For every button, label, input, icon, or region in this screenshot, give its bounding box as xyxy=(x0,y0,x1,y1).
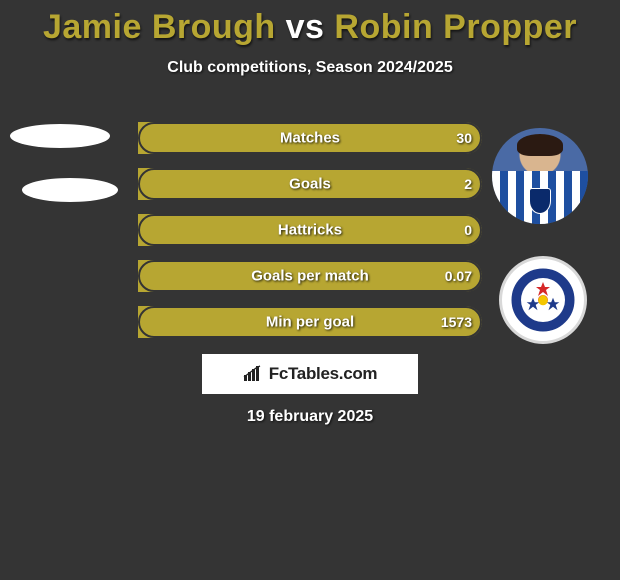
stat-row: Min per goal1573 xyxy=(138,306,482,338)
date-text: 19 february 2025 xyxy=(0,408,620,426)
stat-row: Matches30 xyxy=(138,122,482,154)
player2-name: Robin Propper xyxy=(334,8,577,46)
stat-bar-right xyxy=(138,168,482,200)
stat-value-right: 1573 xyxy=(441,314,472,330)
vs-text: vs xyxy=(286,8,325,46)
comparison-title: Jamie Brough vs Robin Propper xyxy=(0,0,620,47)
stat-value-right: 30 xyxy=(456,130,472,146)
player2-club-badge xyxy=(499,256,587,344)
stat-value-right: 0 xyxy=(464,222,472,238)
player1-club-placeholder xyxy=(22,178,118,202)
stats-container: Matches30 Goals2 Hattricks0 Goals per match… xyxy=(138,122,482,352)
bars-icon xyxy=(243,365,265,383)
rangers-badge-icon xyxy=(508,265,578,335)
stat-row: Hattricks0 xyxy=(138,214,482,246)
player1-photo-placeholder xyxy=(10,124,110,148)
stat-bar-right xyxy=(138,306,482,338)
brand-text: FcTables.com xyxy=(269,364,378,384)
stat-value-right: 0.07 xyxy=(445,268,472,284)
stat-bar-right xyxy=(138,122,482,154)
stat-bar-right xyxy=(138,214,482,246)
player2-hair xyxy=(517,134,563,156)
stat-value-right: 2 xyxy=(464,176,472,192)
player2-photo xyxy=(492,128,588,224)
player2-jersey-crest xyxy=(529,188,551,214)
stat-row: Goals2 xyxy=(138,168,482,200)
player1-name: Jamie Brough xyxy=(43,8,276,46)
stat-bar-right xyxy=(138,260,482,292)
stat-row: Goals per match0.07 xyxy=(138,260,482,292)
brand-box: FcTables.com xyxy=(202,354,418,394)
subtitle: Club competitions, Season 2024/2025 xyxy=(0,59,620,77)
